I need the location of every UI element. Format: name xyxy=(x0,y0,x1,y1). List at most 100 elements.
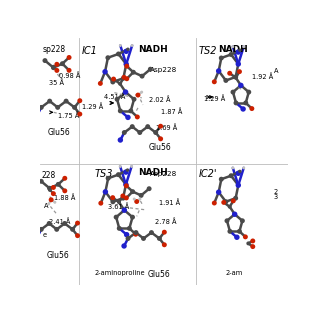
Circle shape xyxy=(106,176,111,181)
Circle shape xyxy=(47,221,52,226)
Circle shape xyxy=(118,82,122,86)
Text: NADH: NADH xyxy=(219,45,248,54)
Circle shape xyxy=(236,61,241,67)
Circle shape xyxy=(130,165,133,168)
Circle shape xyxy=(250,244,255,249)
Circle shape xyxy=(223,78,228,83)
Circle shape xyxy=(231,198,236,203)
Circle shape xyxy=(133,232,138,237)
Circle shape xyxy=(60,61,65,66)
Circle shape xyxy=(236,182,241,188)
Text: 1.69 Å: 1.69 Å xyxy=(156,124,177,131)
Text: 1.92 Å: 1.92 Å xyxy=(252,73,273,80)
Circle shape xyxy=(114,215,119,220)
Text: Glu56: Glu56 xyxy=(147,270,170,279)
Circle shape xyxy=(212,79,217,84)
Circle shape xyxy=(47,186,52,191)
Circle shape xyxy=(110,195,115,200)
Circle shape xyxy=(98,81,103,86)
Circle shape xyxy=(118,137,123,143)
Circle shape xyxy=(140,91,143,93)
Circle shape xyxy=(72,105,77,110)
Circle shape xyxy=(110,80,115,84)
Circle shape xyxy=(62,176,67,181)
Circle shape xyxy=(67,55,72,60)
Circle shape xyxy=(230,90,236,94)
Circle shape xyxy=(77,112,82,116)
Circle shape xyxy=(122,207,127,213)
Circle shape xyxy=(126,48,130,51)
Circle shape xyxy=(135,115,140,119)
Circle shape xyxy=(134,199,139,204)
Circle shape xyxy=(132,97,137,102)
Circle shape xyxy=(116,52,121,56)
Circle shape xyxy=(219,55,224,60)
Circle shape xyxy=(124,61,129,67)
Text: 1.29 Å: 1.29 Å xyxy=(204,96,225,102)
Circle shape xyxy=(128,108,133,113)
Circle shape xyxy=(243,235,248,239)
Circle shape xyxy=(233,75,238,79)
Text: 1.29 Å: 1.29 Å xyxy=(82,103,103,110)
Circle shape xyxy=(130,215,135,220)
Circle shape xyxy=(110,199,116,204)
Circle shape xyxy=(133,197,136,201)
Text: 1.75 Å: 1.75 Å xyxy=(58,112,79,119)
Circle shape xyxy=(77,98,82,103)
Circle shape xyxy=(137,130,142,135)
Circle shape xyxy=(124,183,129,188)
Circle shape xyxy=(122,75,126,80)
Circle shape xyxy=(162,242,167,247)
Text: Glu56: Glu56 xyxy=(47,251,70,260)
Text: IC1: IC1 xyxy=(82,46,98,56)
Circle shape xyxy=(242,45,245,48)
Circle shape xyxy=(216,189,221,195)
Circle shape xyxy=(234,76,238,80)
Text: 2-am: 2-am xyxy=(226,270,243,276)
Circle shape xyxy=(51,185,56,190)
Circle shape xyxy=(47,99,52,104)
Circle shape xyxy=(34,113,40,118)
Circle shape xyxy=(35,234,40,240)
Text: e: e xyxy=(43,232,47,238)
Text: 2.78 Å: 2.78 Å xyxy=(155,219,177,226)
Circle shape xyxy=(117,226,122,231)
Text: 0.98 Å: 0.98 Å xyxy=(59,72,80,79)
Circle shape xyxy=(227,71,232,76)
Text: 2-aminoproline: 2-aminoproline xyxy=(94,270,145,276)
Circle shape xyxy=(130,189,135,194)
Circle shape xyxy=(246,90,251,94)
Circle shape xyxy=(225,218,229,223)
Circle shape xyxy=(54,62,59,67)
Circle shape xyxy=(102,69,108,75)
Text: TS3: TS3 xyxy=(95,169,113,179)
Circle shape xyxy=(39,227,44,232)
Circle shape xyxy=(119,165,122,168)
Circle shape xyxy=(125,236,131,241)
Text: IC2': IC2' xyxy=(199,169,217,179)
Circle shape xyxy=(52,65,56,69)
Text: 228: 228 xyxy=(42,171,56,180)
Circle shape xyxy=(158,124,163,129)
Text: Glu56: Glu56 xyxy=(48,128,71,137)
Circle shape xyxy=(54,227,59,232)
Text: 1.88 Å: 1.88 Å xyxy=(54,194,75,201)
Circle shape xyxy=(238,48,242,52)
Circle shape xyxy=(234,100,238,105)
Circle shape xyxy=(231,45,234,48)
Circle shape xyxy=(122,130,127,135)
Circle shape xyxy=(119,44,122,47)
Circle shape xyxy=(158,136,163,141)
Circle shape xyxy=(56,182,61,187)
Circle shape xyxy=(51,191,56,196)
Circle shape xyxy=(124,232,129,237)
Circle shape xyxy=(70,227,75,232)
Circle shape xyxy=(124,196,129,200)
Circle shape xyxy=(117,200,121,204)
Circle shape xyxy=(131,70,136,75)
Circle shape xyxy=(123,89,128,95)
Circle shape xyxy=(250,238,255,244)
Text: 1.91 Å: 1.91 Å xyxy=(158,200,180,206)
Circle shape xyxy=(240,218,245,223)
Circle shape xyxy=(55,105,60,110)
